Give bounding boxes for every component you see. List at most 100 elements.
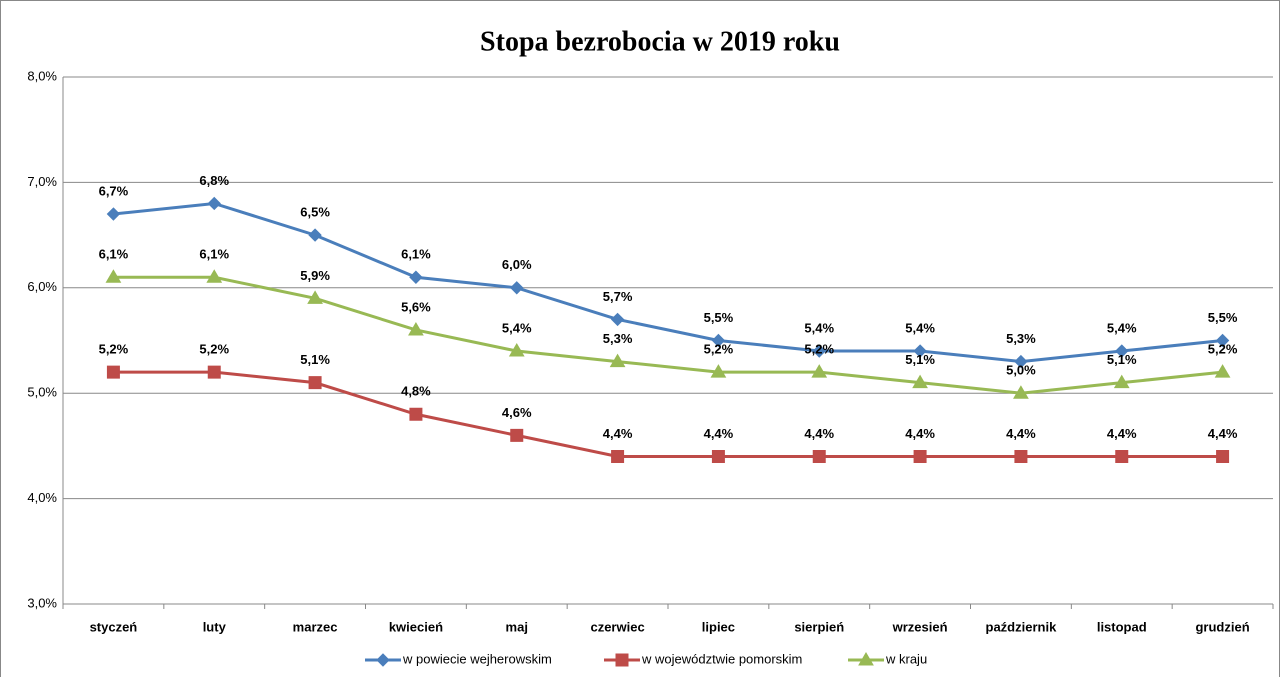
data-label: 5,2% (804, 342, 834, 357)
x-tick-label: wrzesień (892, 619, 948, 634)
data-label: 5,2% (704, 342, 734, 357)
data-label: 6,0% (502, 257, 532, 272)
y-tick-label: 5,0% (27, 385, 57, 400)
data-point (610, 312, 625, 327)
legend-label: w województwie pomorskim (641, 651, 802, 666)
data-label: 5,2% (99, 342, 129, 357)
data-label: 4,8% (401, 384, 431, 399)
data-point (1215, 333, 1230, 348)
data-label: 5,2% (199, 342, 229, 357)
data-point (106, 365, 120, 379)
series-line (113, 201, 1223, 364)
data-point (408, 321, 424, 336)
data-label: 5,4% (905, 320, 935, 335)
series-line (113, 275, 1223, 395)
data-label: 4,4% (905, 426, 935, 441)
data-point (206, 269, 223, 283)
data-point (812, 344, 826, 358)
data-label: 5,1% (905, 352, 935, 367)
data-label: 5,4% (1107, 320, 1137, 335)
data-point (711, 449, 725, 463)
data-label: 4,6% (502, 405, 532, 420)
data-label: 6,1% (401, 247, 431, 262)
data-label: 6,8% (199, 173, 229, 188)
data-point (1214, 364, 1231, 378)
data-point (912, 374, 928, 389)
data-label: 5,1% (300, 352, 330, 367)
x-tick-label: październik (986, 619, 1058, 634)
data-label: 5,4% (502, 320, 532, 335)
data-label: 5,5% (1208, 310, 1238, 325)
x-tick-label: kwiecień (389, 619, 443, 634)
data-label: 4,4% (704, 426, 734, 441)
y-tick-label: 6,0% (27, 279, 57, 294)
data-label: 5,0% (1006, 363, 1036, 378)
data-point (207, 196, 221, 211)
data-label: 5,3% (1006, 331, 1036, 346)
data-point (105, 269, 122, 283)
x-tick-label: marzec (293, 619, 338, 634)
data-point (307, 290, 323, 304)
data-point (1115, 344, 1129, 358)
data-point (609, 353, 626, 368)
data-point (409, 270, 423, 284)
data-point (811, 364, 828, 378)
data-point (812, 449, 826, 463)
data-label: 6,5% (300, 205, 330, 220)
data-label: 5,4% (804, 320, 834, 335)
data-point (308, 376, 322, 390)
y-tick-label: 7,0% (27, 174, 57, 189)
data-point (1014, 354, 1028, 369)
data-point (510, 428, 524, 442)
data-point (1113, 374, 1130, 389)
x-tick-label: grudzień (1195, 619, 1249, 634)
data-point (1013, 385, 1029, 399)
data-label: 4,4% (1208, 426, 1238, 441)
data-point (510, 281, 524, 295)
x-tick-label: listopad (1097, 619, 1147, 634)
legend-label: w powiecie wejherowskim (402, 651, 552, 666)
x-tick-label: czerwiec (590, 619, 644, 634)
data-label: 6,1% (199, 247, 229, 262)
data-point (409, 407, 423, 421)
data-label: 6,7% (99, 183, 129, 198)
x-tick-label: lipiec (702, 619, 735, 634)
chart-title: Stopa bezrobocia w 2019 roku (480, 26, 840, 57)
x-tick-label: luty (203, 619, 227, 634)
data-label: 5,5% (704, 310, 734, 325)
data-label: 5,2% (1208, 342, 1238, 357)
y-tick-label: 4,0% (27, 490, 57, 505)
legend-marker (376, 653, 390, 667)
data-point (1115, 449, 1129, 463)
legend-marker (858, 652, 874, 666)
data-point (308, 228, 322, 242)
data-label: 4,4% (1006, 426, 1036, 441)
data-label: 5,9% (300, 268, 330, 283)
x-tick-label: styczeń (90, 619, 138, 634)
data-point (913, 344, 927, 358)
data-point (207, 365, 221, 379)
data-label: 5,6% (401, 299, 431, 314)
y-tick-label: 3,0% (27, 595, 57, 610)
data-label: 5,3% (603, 331, 633, 346)
series-line (113, 370, 1223, 458)
x-tick-label: maj (506, 619, 528, 634)
data-label: 6,1% (99, 247, 129, 262)
y-tick-label: 8,0% (27, 68, 57, 83)
x-tick-label: sierpień (794, 619, 844, 634)
data-label: 4,4% (804, 426, 834, 441)
data-point (508, 343, 525, 357)
legend-label: w kraju (885, 651, 927, 666)
data-point (710, 364, 727, 378)
data-label: 4,4% (1107, 426, 1137, 441)
data-point (1216, 449, 1230, 463)
data-label: 5,7% (603, 289, 633, 304)
data-label: 5,1% (1107, 352, 1137, 367)
data-point (1014, 449, 1028, 463)
data-point (611, 449, 625, 463)
data-label: 4,4% (603, 426, 633, 441)
data-point (913, 449, 927, 463)
